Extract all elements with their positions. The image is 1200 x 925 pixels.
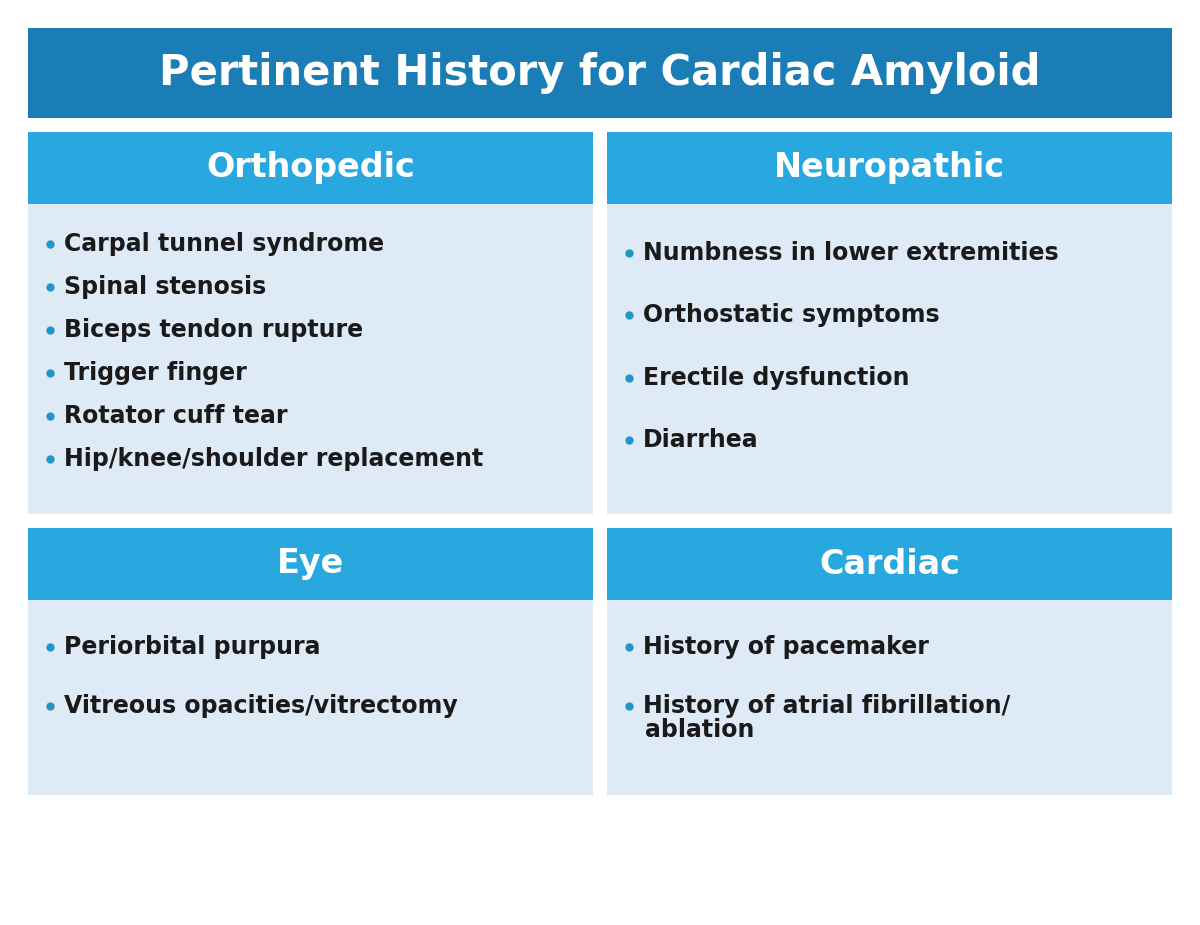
Text: Numbness in lower extremities: Numbness in lower extremities: [643, 241, 1058, 265]
Text: Hip/knee/shoulder replacement: Hip/knee/shoulder replacement: [64, 447, 484, 471]
Text: Eye: Eye: [277, 548, 344, 581]
Text: Orthopedic: Orthopedic: [206, 152, 415, 184]
FancyBboxPatch shape: [28, 600, 593, 795]
FancyBboxPatch shape: [607, 204, 1172, 514]
FancyBboxPatch shape: [607, 132, 1172, 204]
Text: History of pacemaker: History of pacemaker: [643, 635, 929, 660]
FancyBboxPatch shape: [607, 528, 1172, 600]
Text: Carpal tunnel syndrome: Carpal tunnel syndrome: [64, 231, 384, 255]
Text: Spinal stenosis: Spinal stenosis: [64, 275, 266, 299]
Text: Cardiac: Cardiac: [820, 548, 960, 581]
Text: Pertinent History for Cardiac Amyloid: Pertinent History for Cardiac Amyloid: [160, 52, 1040, 94]
Text: Trigger finger: Trigger finger: [64, 361, 247, 385]
Text: Rotator cuff tear: Rotator cuff tear: [64, 404, 288, 428]
Text: Biceps tendon rupture: Biceps tendon rupture: [64, 317, 364, 341]
Text: Erectile dysfunction: Erectile dysfunction: [643, 365, 910, 389]
FancyBboxPatch shape: [28, 132, 593, 204]
FancyBboxPatch shape: [28, 28, 1172, 118]
Text: Periorbital purpura: Periorbital purpura: [64, 635, 320, 660]
FancyBboxPatch shape: [28, 204, 593, 514]
FancyBboxPatch shape: [28, 528, 593, 600]
Text: Diarrhea: Diarrhea: [643, 427, 758, 451]
Text: Vitreous opacities/vitrectomy: Vitreous opacities/vitrectomy: [64, 695, 457, 719]
Text: Orthostatic symptoms: Orthostatic symptoms: [643, 303, 940, 327]
FancyBboxPatch shape: [607, 600, 1172, 795]
Text: ablation: ablation: [646, 718, 755, 742]
Text: History of atrial fibrillation/: History of atrial fibrillation/: [643, 695, 1010, 719]
Text: Neuropathic: Neuropathic: [774, 152, 1006, 184]
